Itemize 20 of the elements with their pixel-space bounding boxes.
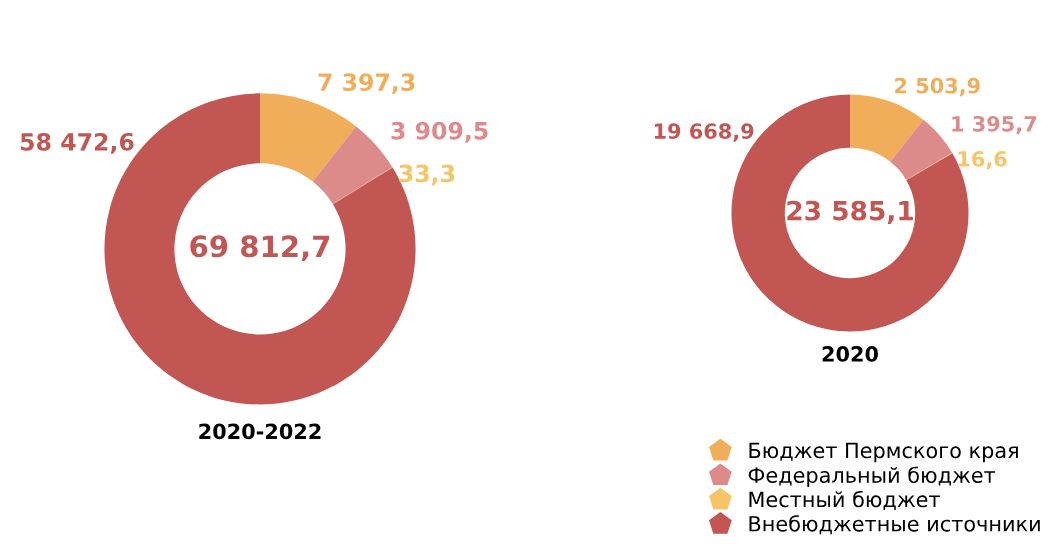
text: 2020 [822, 346, 878, 362]
donut-slice [890, 119, 953, 180]
text: 2020-2022 [199, 423, 321, 440]
donut-slice [332, 167, 393, 205]
donut-slice [260, 93, 357, 182]
legend-label: Местный бюджет [749, 490, 940, 510]
legend-label: Федеральный бюджет [748, 466, 996, 488]
legend-label: Внебюджетные источники [749, 515, 1040, 535]
data-label: 2 503,9 [895, 77, 980, 97]
data-label: 7 397,3 [318, 73, 415, 95]
data-label: 16,6 [958, 151, 1007, 170]
legend-label: Бюджет Пермского края [749, 442, 1018, 463]
data-label: 1 395,7 [952, 115, 1036, 135]
donut-slice [312, 126, 393, 204]
text: 23 585,1 [787, 200, 913, 224]
data-label: 58 472,6 [20, 132, 134, 154]
data-label: 19 668,9 [654, 123, 754, 142]
text: 69 812,7 [190, 235, 330, 262]
data-label: 3 909,5 [391, 121, 488, 143]
data-label: 33,3 [399, 164, 455, 186]
